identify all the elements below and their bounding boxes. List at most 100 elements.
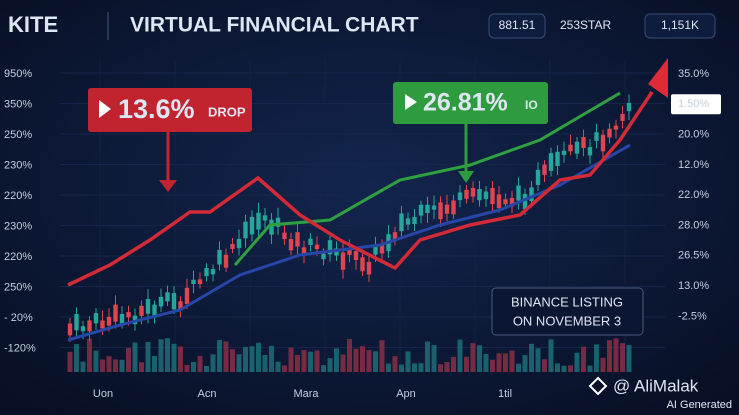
watermark-handle: @ AliMalak: [613, 376, 699, 395]
candle-body: [535, 169, 541, 185]
volume-bar: [626, 345, 632, 372]
volume-bar: [477, 345, 482, 372]
candle-body: [334, 248, 339, 256]
callout-rise: [393, 82, 548, 124]
candle-body: [74, 313, 79, 331]
volume-bar: [574, 352, 580, 372]
volume-bar: [269, 345, 274, 372]
x-axis-label: Uon: [93, 388, 113, 400]
watermark-logo: [588, 376, 608, 396]
volume-bar: [301, 350, 307, 372]
candle-body: [620, 113, 625, 121]
volume-bar: [470, 343, 476, 372]
candle-body: [366, 261, 372, 275]
x-axis-label: 1til: [498, 388, 512, 400]
candle-body: [418, 204, 424, 216]
candle-body: [444, 204, 450, 214]
volume-bars: [67, 338, 632, 372]
volume-bar: [197, 356, 203, 372]
volume-bar: [340, 354, 346, 372]
candle-body: [503, 199, 508, 205]
volume-bar: [464, 356, 469, 372]
volume-bar: [152, 355, 157, 372]
stat-box: [644, 13, 716, 39]
candle-body: [431, 205, 437, 210]
candle-body: [353, 251, 359, 261]
volume-bar: [561, 365, 567, 372]
candle-body: [373, 245, 378, 255]
candle-body: [171, 293, 177, 310]
candle-body: [600, 134, 606, 152]
volume-bar: [379, 340, 385, 372]
notice-line: ON NOVEMBER 3: [513, 313, 621, 328]
volume-bar: [425, 341, 430, 372]
left-axis-label: 220%: [4, 190, 32, 202]
candle-body: [568, 144, 573, 152]
volume-bar: [262, 355, 268, 372]
callout-arrowhead: [458, 171, 474, 183]
stat: 881.51: [499, 18, 536, 32]
candle-body: [321, 253, 326, 260]
volume-bar: [548, 339, 554, 372]
candle-body: [581, 137, 586, 149]
volume-bar: [503, 353, 508, 372]
candle-body: [464, 189, 469, 199]
volume-bar: [67, 351, 73, 372]
right-axis-label: 22.0%: [678, 189, 709, 201]
volume-bar: [399, 364, 404, 372]
candle-body: [100, 320, 105, 329]
volume-bar: [327, 358, 333, 372]
volume-bar: [483, 353, 489, 372]
callout-arrowhead: [159, 180, 177, 192]
volume-bar: [93, 350, 99, 372]
volume-bar: [373, 351, 378, 372]
candle-body: [80, 326, 86, 332]
callout-icon: [99, 100, 111, 118]
notice-line: BINANCE LISTING: [511, 294, 623, 309]
volume-bar: [620, 343, 625, 372]
volume-bar: [490, 359, 495, 372]
x-axis-label: Mara: [293, 388, 319, 400]
volume-bar: [236, 354, 242, 372]
volume-bar: [282, 365, 287, 372]
candle-body: [275, 217, 281, 227]
volume-bar: [145, 341, 151, 372]
stat: 1,151K: [661, 18, 699, 32]
volume-bar: [308, 351, 313, 372]
volume-bar: [386, 363, 391, 372]
volume-bar: [418, 363, 424, 372]
candle-body: [613, 125, 619, 130]
candle-body: [262, 215, 268, 221]
green-line: [233, 91, 621, 266]
volume-bar: [204, 365, 209, 372]
candle-body: [561, 150, 567, 155]
right-axis-label: 1.50%: [678, 98, 709, 110]
volume-bar: [126, 347, 131, 372]
red-arrowhead: [648, 58, 668, 98]
candle-body: [256, 212, 261, 230]
stat: 253STAR: [560, 18, 611, 32]
volume-bar: [256, 342, 261, 372]
left-axis-label: 350%: [4, 98, 32, 110]
notice-box: [491, 287, 644, 336]
candle-body: [594, 132, 599, 141]
candle-body: [483, 191, 489, 200]
candle-body: [529, 187, 534, 202]
candle-body: [347, 247, 352, 255]
candle-body: [87, 320, 92, 332]
candle-body: [158, 296, 164, 307]
volume-bar: [275, 361, 281, 372]
volume-bar: [412, 363, 417, 372]
volume-bar: [87, 338, 92, 372]
candle-body: [288, 239, 294, 251]
left-axis-label: 230%: [4, 220, 32, 232]
volume-bar: [405, 351, 411, 372]
right-axis-label: 13.0%: [678, 280, 709, 292]
candle-body: [308, 238, 313, 245]
candle-body: [379, 244, 385, 254]
volume-bar: [613, 338, 619, 372]
candle-body: [626, 102, 632, 112]
volume-bar: [249, 346, 255, 372]
candle-body: [301, 247, 307, 254]
volume-bar: [529, 343, 534, 372]
